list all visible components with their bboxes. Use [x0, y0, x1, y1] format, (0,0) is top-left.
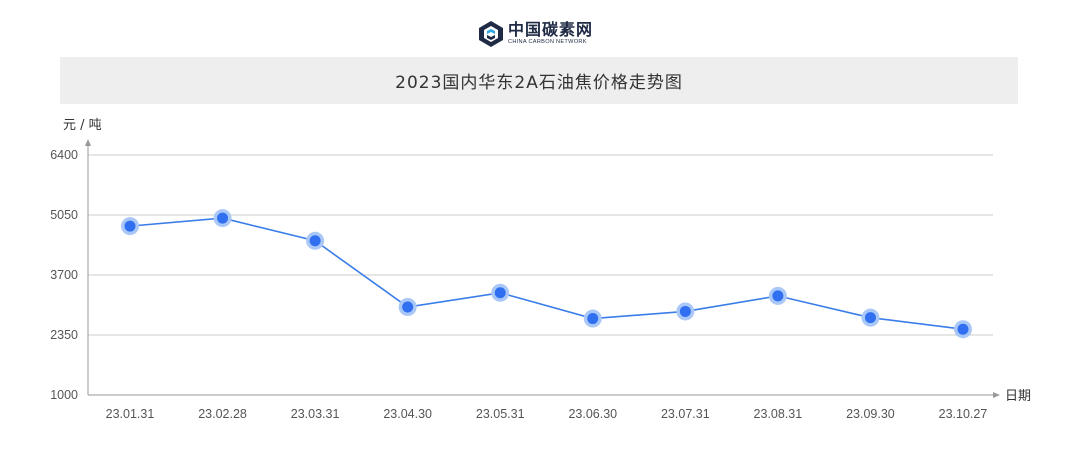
grid-lines: [88, 154, 993, 336]
x-tick-label: 23.04.30: [383, 407, 432, 421]
y-tick-label: 1000: [50, 388, 78, 402]
data-point: [124, 220, 136, 232]
x-tick-label: 23.02.28: [198, 407, 247, 421]
brand-name-en: CHINA CARBON NETWORK: [508, 39, 587, 46]
data-point: [587, 313, 599, 325]
axes: [85, 139, 1000, 398]
data-point: [494, 287, 506, 299]
y-tick-label: 3700: [50, 268, 78, 282]
brand-name: 中国碳素网: [508, 20, 594, 40]
data-point: [309, 235, 321, 247]
data-point: [217, 212, 229, 224]
data-point: [957, 323, 969, 335]
x-tick-label: 23.03.31: [291, 407, 340, 421]
y-axis-label: 元 / 吨: [63, 118, 102, 133]
data-point: [679, 305, 691, 317]
y-tick-label: 2350: [50, 328, 78, 342]
x-tick-label: 23.08.31: [754, 407, 803, 421]
x-tick-label: 23.01.31: [106, 407, 155, 421]
x-tick-label: 23.05.31: [476, 407, 525, 421]
brand-logo: 中国碳素网 CHINA CARBON NETWORK: [478, 18, 593, 50]
carbon-logo-icon: [479, 21, 503, 47]
y-tick-label: 6400: [50, 148, 78, 162]
chart-title-bar: 2023国内华东2A石油焦价格走势图: [60, 57, 1018, 104]
x-tick-labels: 23.01.31 23.02.28 23.03.31 23.04.30 23.05.31…: [106, 407, 988, 421]
x-tick-label: 23.10.27: [939, 407, 988, 421]
chart-title: 2023国内华东2A石油焦价格走势图: [395, 73, 683, 93]
y-tick-labels: 1000 2350 3700 5050 6400: [50, 148, 78, 402]
series-line: [129, 217, 964, 331]
x-tick-label: 23.07.31: [661, 407, 710, 421]
x-axis-label: 日期: [1005, 389, 1031, 404]
data-point: [772, 290, 784, 302]
x-axis-arrow: [993, 392, 1000, 398]
series-layer: [121, 209, 972, 339]
data-point: [864, 312, 876, 324]
data-point: [402, 301, 414, 313]
y-tick-label: 5050: [50, 208, 78, 222]
x-tick-label: 23.06.30: [568, 407, 617, 421]
y-axis-arrow: [85, 139, 91, 146]
x-tick-label: 23.09.30: [846, 407, 895, 421]
